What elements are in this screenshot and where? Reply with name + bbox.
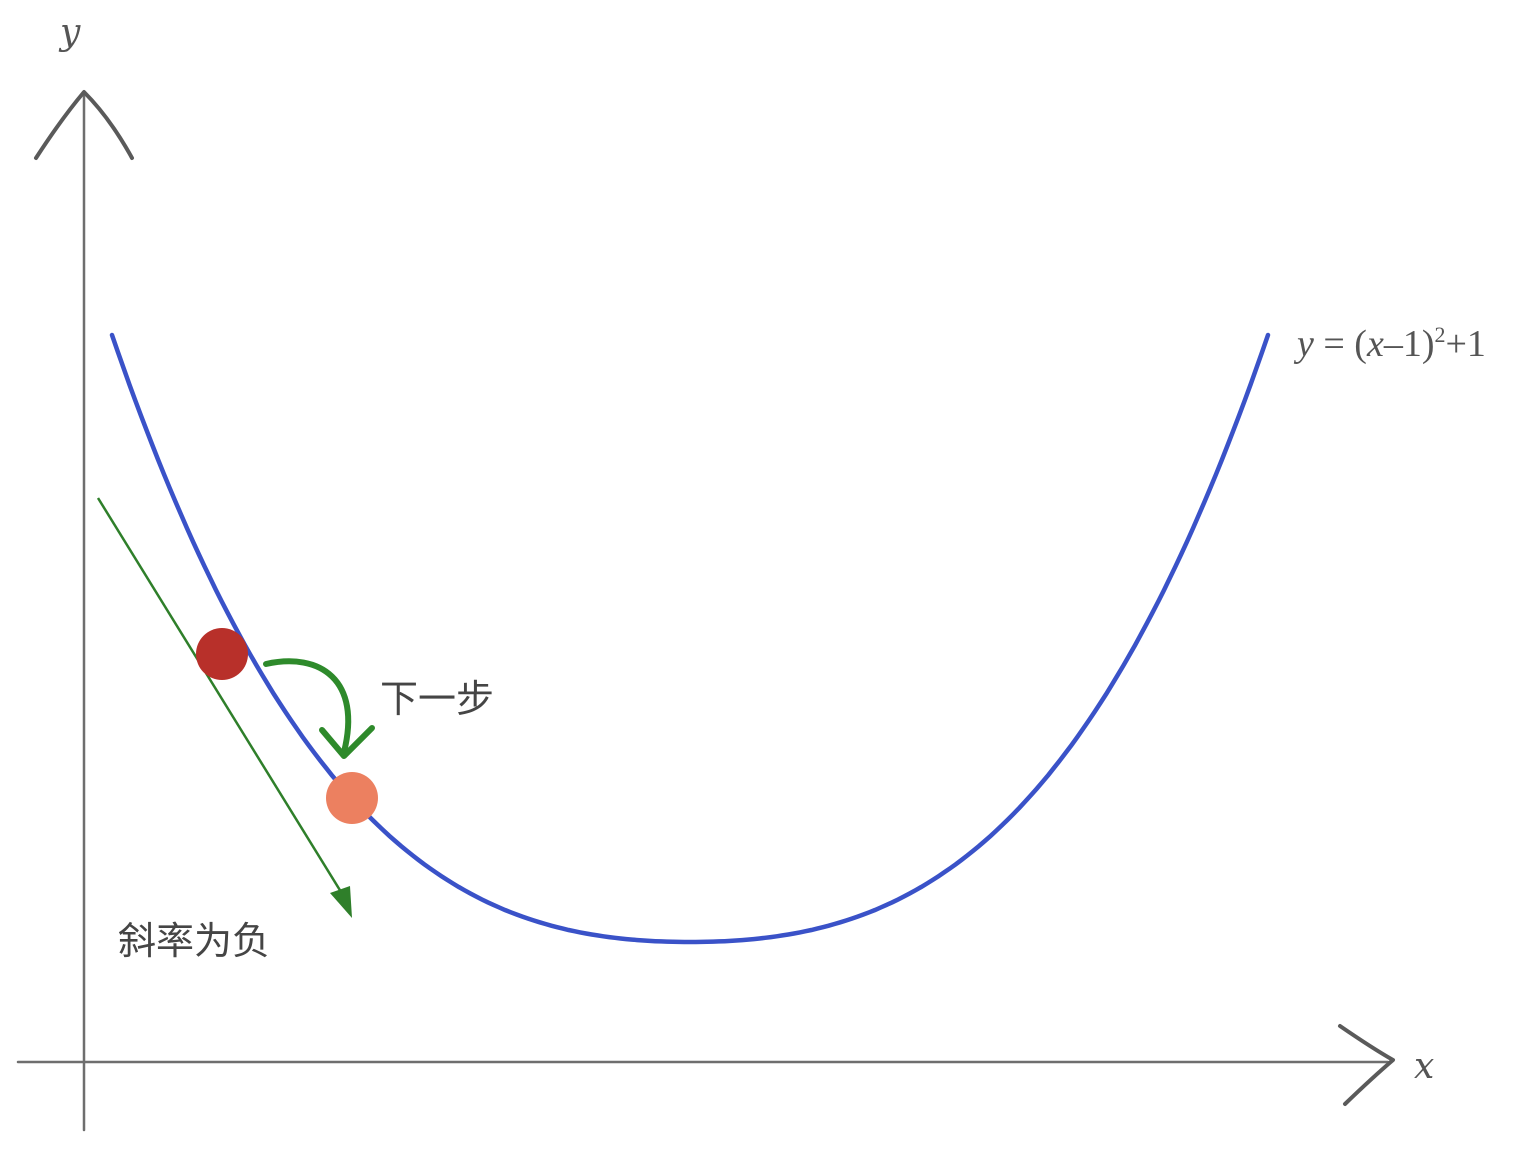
tangent-arrowhead <box>330 886 352 918</box>
equation-y: y <box>1293 323 1314 365</box>
parabola-curve <box>109 332 1271 945</box>
equation-x: x <box>1366 323 1384 365</box>
x-axis-arrowhead <box>1338 1024 1395 1106</box>
next-step-arrow <box>263 658 352 755</box>
y-axis-label: y <box>58 12 81 53</box>
next-step-label: 下一步 <box>380 677 494 721</box>
current-point <box>196 628 248 680</box>
x-axis-label: x <box>1414 1046 1434 1087</box>
equation-minus-one: –1) <box>1383 323 1435 365</box>
curve-equation-label: y = (x–1)2+1 <box>1293 322 1486 365</box>
next-point <box>326 772 378 824</box>
next-step-arrowhead <box>319 725 375 759</box>
y-axis-arrowhead <box>34 90 134 160</box>
slope-negative-label: 斜率为负 <box>118 919 270 963</box>
equation-exponent: 2 <box>1435 322 1446 347</box>
equation-equals-open: = ( <box>1314 323 1367 365</box>
tangent-line <box>96 497 348 901</box>
equation-plus-one: +1 <box>1446 323 1486 365</box>
